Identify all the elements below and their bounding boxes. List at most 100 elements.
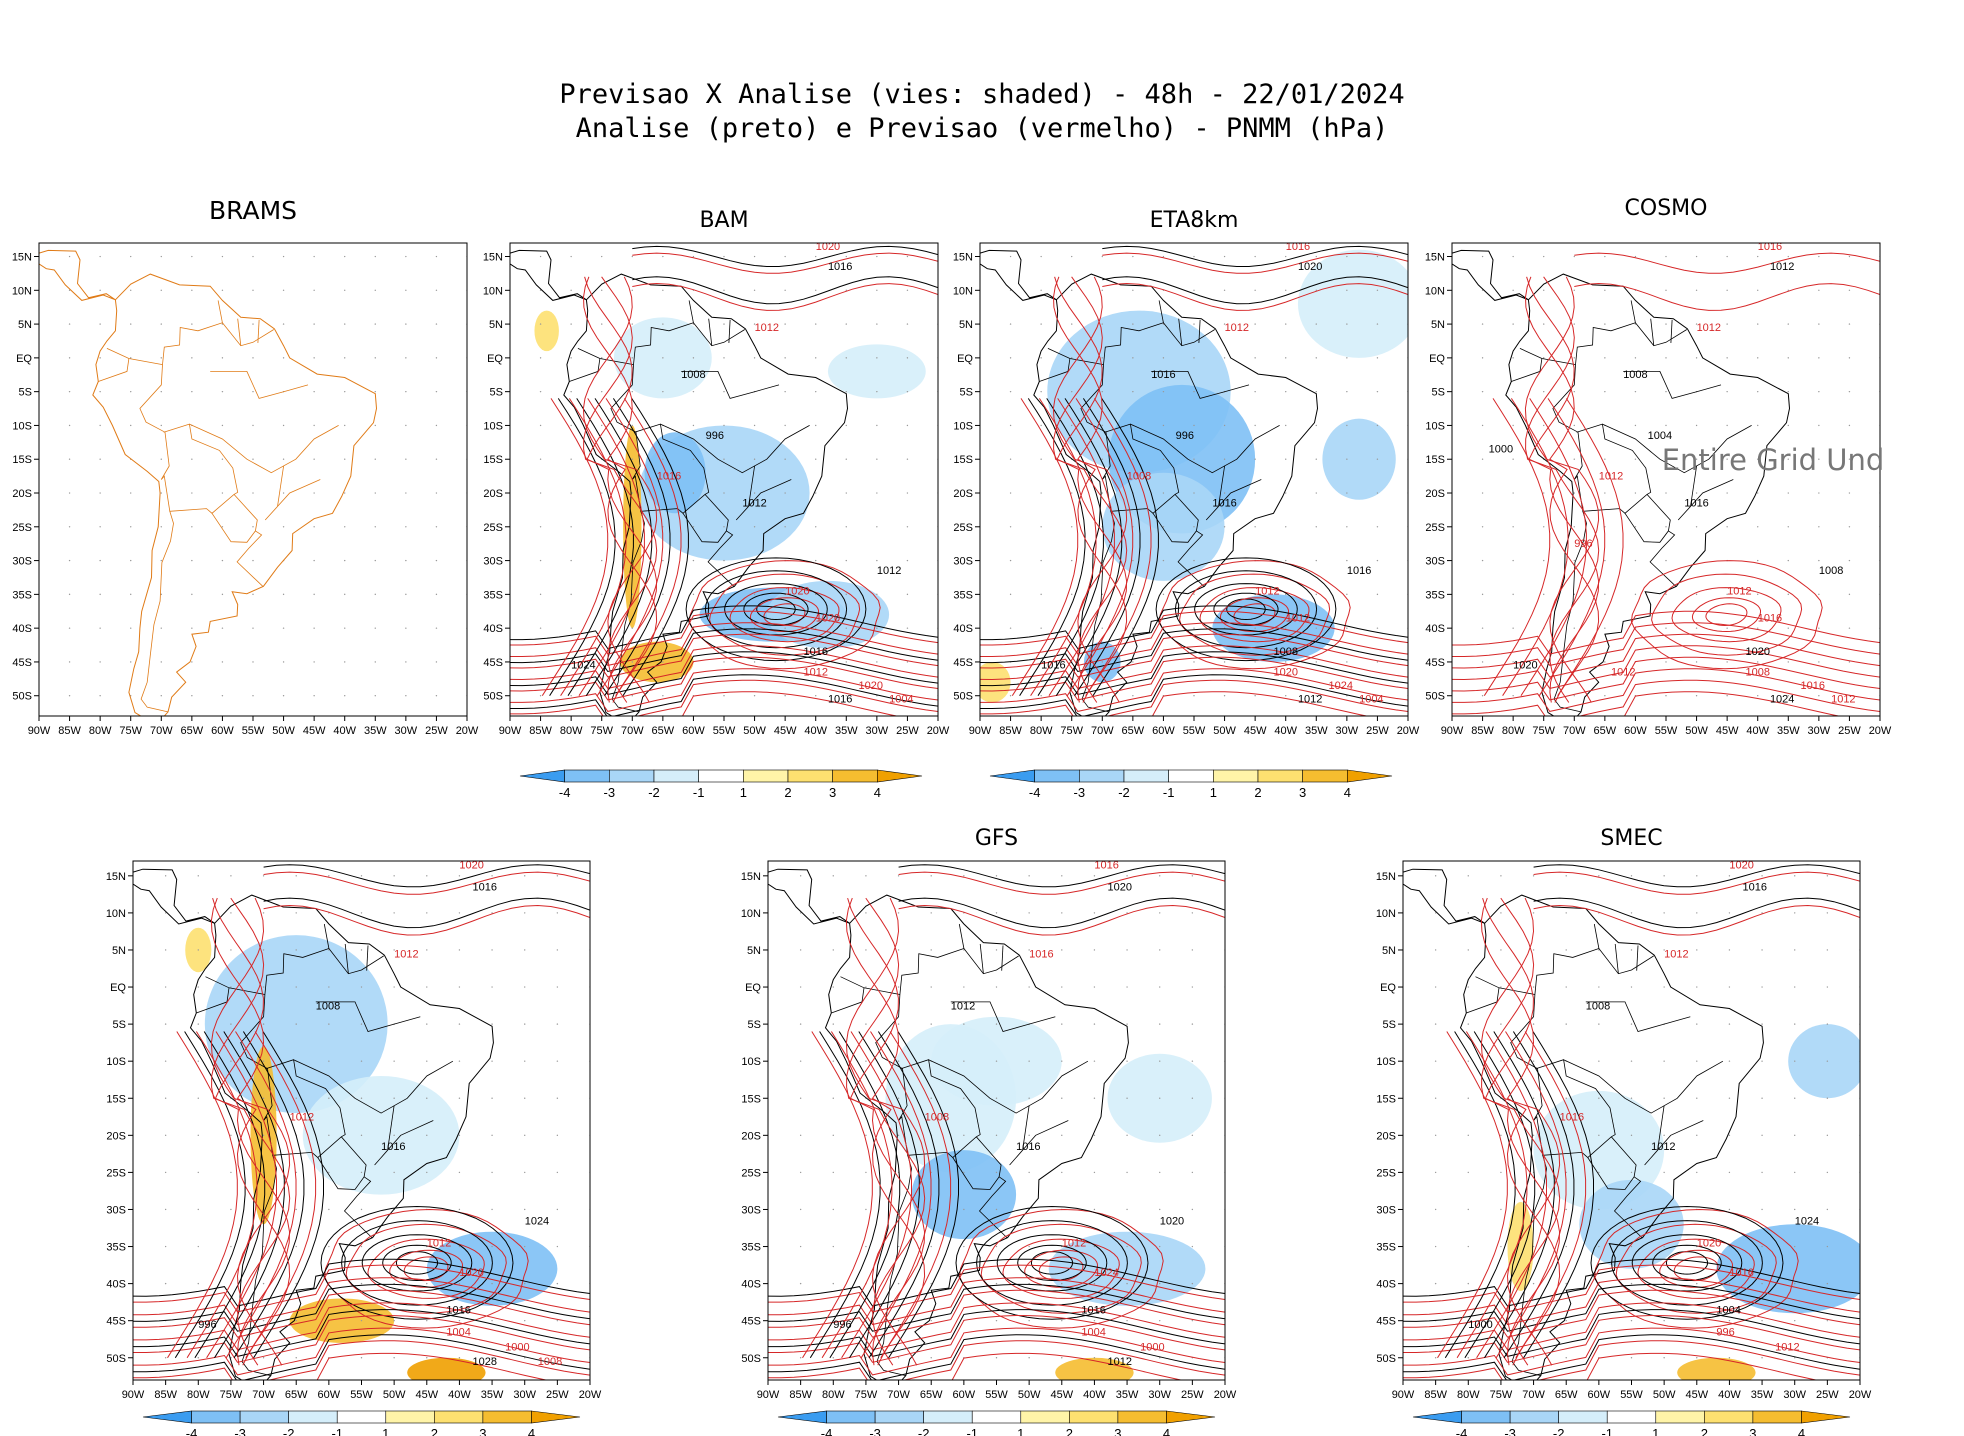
grid-dot: [601, 424, 603, 427]
grid-dot: [1532, 875, 1535, 877]
lon-label: 25W: [546, 1389, 569, 1401]
lat-label: 30S: [483, 556, 503, 568]
grid-dot: [426, 1060, 428, 1062]
lat-label: 10N: [953, 285, 973, 297]
grid-dot: [1728, 1208, 1731, 1211]
isobar-label: 1012: [1062, 1238, 1086, 1250]
grid-dot: [1346, 627, 1348, 629]
grid-dot: [230, 1282, 232, 1285]
isobar-forecast: [1515, 1031, 1587, 1359]
grid-dot: [1040, 559, 1042, 562]
grid-dot: [1565, 1023, 1567, 1025]
grid-dot: [1728, 1097, 1731, 1099]
lon-label: 80W: [89, 725, 112, 737]
grid-dot: [570, 390, 572, 393]
grid-dot: [1223, 661, 1226, 663]
grid-dot: [589, 1208, 590, 1211]
grid-dot: [1532, 1282, 1535, 1285]
grid-dot: [435, 695, 438, 697]
isobar-label: 1012: [1664, 948, 1688, 960]
grid-dot: [328, 986, 330, 988]
grid-dot: [1695, 424, 1698, 427]
grid-dot: [1071, 458, 1073, 460]
grid-dot: [1191, 1060, 1194, 1062]
grid-dot: [1598, 1208, 1600, 1211]
isobar-forecast: [1673, 1256, 1719, 1282]
grid-dot: [466, 458, 467, 460]
isobar-forecast: [583, 276, 658, 703]
lat-label: 30S: [741, 1204, 761, 1216]
grid-dot: [570, 593, 572, 596]
grid-dot: [1346, 559, 1348, 562]
grid-dot: [1071, 695, 1073, 697]
grid-dot: [1848, 593, 1851, 596]
grid-dot: [1346, 323, 1348, 325]
grid-dot: [1532, 1097, 1535, 1099]
grid-dot: [1543, 255, 1545, 258]
grid-dot: [876, 559, 878, 562]
grid-dot: [1696, 986, 1698, 988]
grid-dot: [692, 458, 695, 460]
isobar-analysis: [743, 592, 809, 626]
grid-dot: [1467, 1282, 1469, 1285]
grid-dot: [1285, 695, 1287, 697]
isobar-analysis: [174, 1031, 246, 1359]
colorbar-swatch: [1257, 769, 1303, 783]
grid-dot: [1848, 458, 1851, 460]
grid-dot: [1859, 1245, 1860, 1248]
lon-label: 30W: [1783, 1389, 1806, 1401]
lat-label: EQ: [957, 353, 973, 365]
grid-dot: [68, 526, 71, 528]
isobar-analysis: [263, 864, 590, 888]
grid-dot: [589, 1282, 590, 1285]
grid-dot: [1532, 1060, 1535, 1062]
grid-dot: [466, 255, 467, 258]
bias-shade: [1322, 418, 1396, 500]
grid-dot: [1818, 390, 1820, 393]
grid-dot: [723, 526, 725, 528]
grid-dot: [393, 1134, 395, 1137]
grid-dot: [1573, 424, 1575, 427]
grid-dot: [344, 357, 346, 359]
grid-dot: [313, 323, 315, 325]
grid-dot: [374, 323, 376, 325]
country-border: [1563, 1059, 1724, 1114]
isobar-label: 1004: [1648, 430, 1672, 442]
isobar-forecast: [1524, 276, 1600, 703]
grid-dot: [1028, 912, 1030, 914]
grid-dot: [1224, 875, 1225, 877]
grid-dot: [1285, 559, 1287, 562]
grid-dot: [1159, 1282, 1161, 1285]
grid-dot: [1061, 949, 1063, 951]
grid-dot: [1543, 357, 1545, 359]
grid-dot: [221, 695, 224, 697]
grid-dot: [1193, 357, 1195, 359]
grid-dot: [1159, 1023, 1161, 1025]
isobar-forecast: [980, 679, 1408, 716]
grid-dot: [753, 559, 756, 562]
grid-dot: [1481, 492, 1484, 494]
lon-label: 25W: [425, 725, 448, 737]
map-frame: [767, 860, 1226, 1381]
grid-dot: [1467, 1319, 1469, 1322]
isobar-analysis: [976, 1220, 1128, 1306]
grid-dot: [1695, 390, 1698, 393]
country-border: [708, 318, 713, 346]
grid-dot: [1696, 1134, 1698, 1137]
grid-dot: [197, 912, 199, 914]
grid-dot: [1604, 695, 1606, 697]
isobar-forecast: [841, 1031, 912, 1359]
isobar-forecast: [1594, 1208, 1799, 1329]
isobar-label: 1012: [1770, 261, 1794, 273]
grid-dot: [1726, 390, 1728, 393]
isobar-forecast: [1052, 276, 1128, 703]
grid-dot: [570, 357, 572, 359]
grid-dot: [906, 559, 909, 562]
grid-dot: [1500, 912, 1502, 914]
isobar-label: 1008: [681, 369, 705, 381]
grid-dot: [1761, 1060, 1763, 1062]
grid-dot: [99, 357, 101, 359]
grid-dot: [313, 627, 315, 629]
lon-label: 75W: [1060, 725, 1083, 737]
map-frame: [1451, 242, 1881, 717]
